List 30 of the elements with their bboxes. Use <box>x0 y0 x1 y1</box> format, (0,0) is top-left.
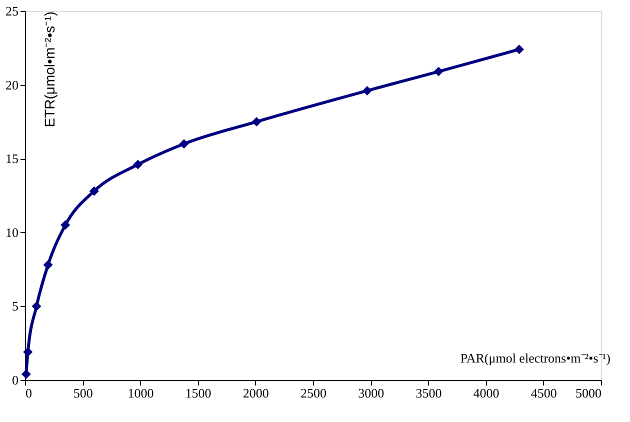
y-tick-label: 15 <box>6 151 18 166</box>
point <box>32 301 42 311</box>
point <box>179 139 189 149</box>
point <box>514 44 524 54</box>
x-tick-label: 0 <box>26 386 32 400</box>
y-tick-label: 10 <box>6 224 18 240</box>
y-tick-label: 0 <box>12 372 18 388</box>
x-tick-label: 5000 <box>576 386 602 400</box>
x-tick-label: 1000 <box>128 386 154 400</box>
y-tick-label: 5 <box>12 298 18 314</box>
point <box>362 86 372 96</box>
x-tick-label: 3000 <box>358 386 384 400</box>
x-tick-label: 3500 <box>416 386 442 400</box>
point <box>434 66 444 76</box>
point <box>89 186 99 196</box>
x-tick-label: 4000 <box>473 386 500 400</box>
y-axis-title: ETR(μmol•m⁻²•s⁻¹) <box>42 12 58 128</box>
point <box>23 347 33 357</box>
point <box>133 160 143 170</box>
point <box>43 260 53 270</box>
y-tick-label: 20 <box>6 77 18 92</box>
y-tick-label: 25 <box>6 4 18 18</box>
point <box>60 220 70 230</box>
point <box>252 116 262 126</box>
x-tick-label: 2500 <box>300 386 326 400</box>
x-tick-label: 1500 <box>185 386 212 400</box>
x-tick-label: 500 <box>73 386 93 400</box>
x-tick-label: 2000 <box>242 386 269 400</box>
x-tick-label: 4500 <box>530 386 557 400</box>
x-axis-title: PAR(μmol electrons•m⁻²•s⁻¹) <box>460 350 610 366</box>
